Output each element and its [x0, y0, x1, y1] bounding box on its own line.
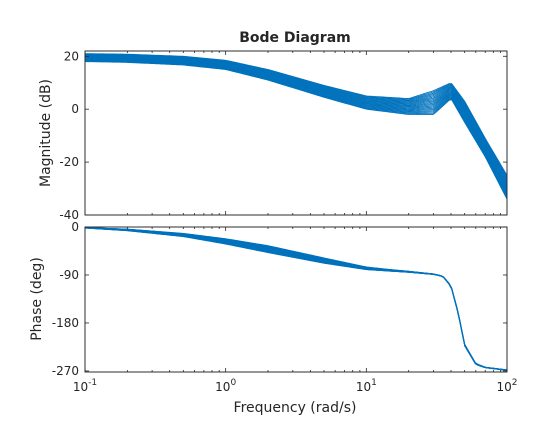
magnitude-y-tick-label: 0: [71, 102, 79, 116]
x-tick-label: 100: [215, 378, 236, 394]
magnitude-y-axis-label: Magnitude (dB): [38, 79, 54, 187]
phase-panel: Phase (deg) 0 -90 -180 -270: [29, 220, 508, 378]
phase-y-tick-label: -180: [52, 316, 79, 330]
phase-y-tick-label: 0: [71, 220, 79, 234]
magnitude-y-tick-label: -40: [59, 208, 79, 222]
x-tick-label: 10-1: [73, 378, 97, 394]
chart-title: Bode Diagram: [239, 30, 351, 46]
magnitude-panel: Magnitude (dB) 20 0 -20 -40: [38, 49, 508, 222]
magnitude-curve: [84, 61, 508, 200]
magnitude-axes-border: [84, 50, 508, 216]
phase-axes-border: [84, 226, 508, 373]
x-tick-label: 102: [496, 378, 517, 394]
phase-y-tick-label: -270: [52, 364, 79, 378]
magnitude-axes-frame: [84, 50, 508, 216]
magnitude-y-tick-label: -20: [59, 155, 79, 169]
phase-axes-frame: [84, 226, 508, 373]
x-tick-label: 101: [356, 378, 377, 394]
phase-y-axis-label: Phase (deg): [29, 257, 45, 341]
magnitude-y-tick-label: 20: [64, 49, 79, 63]
x-axis-label: Frequency (rad/s): [234, 400, 357, 416]
phase-curve: [84, 227, 508, 371]
phase-y-tick-label: -90: [59, 268, 79, 282]
x-tick-labels: 10-1 100 101 102: [73, 378, 518, 394]
